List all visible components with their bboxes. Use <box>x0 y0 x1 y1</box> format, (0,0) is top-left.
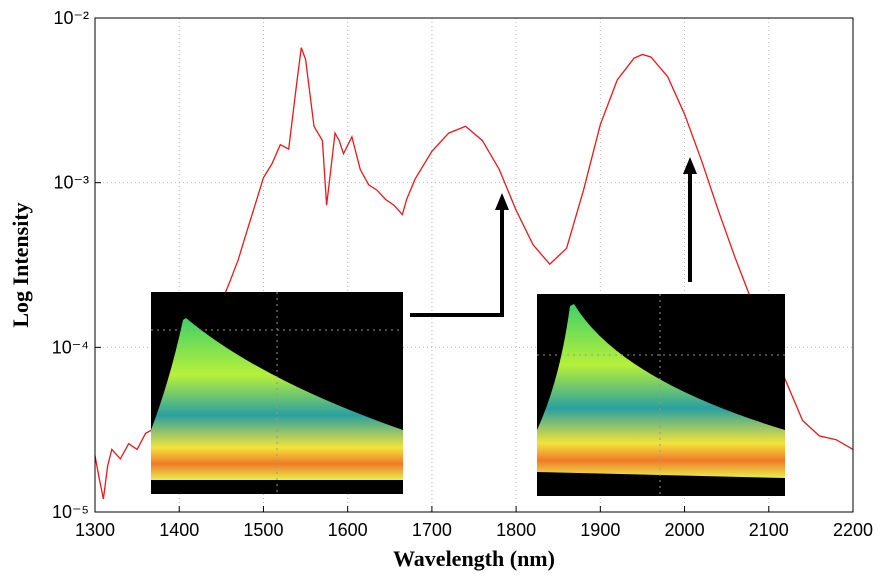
x-tick-label: 2000 <box>665 520 705 540</box>
x-tick-label: 1900 <box>580 520 620 540</box>
plot-frame <box>94 17 854 513</box>
y-tick-label: 10⁻⁴ <box>52 337 89 357</box>
y-tick-label: 10⁻³ <box>53 173 89 193</box>
y-tick-label: 10⁻² <box>53 8 89 28</box>
x-tick-label: 1600 <box>328 520 368 540</box>
x-tick-label: 2200 <box>833 520 873 540</box>
y-tick-label: 10⁻⁵ <box>52 502 89 522</box>
y-axis-label: Log Intensity <box>8 202 33 327</box>
arrows <box>410 157 697 317</box>
x-tick-label: 1300 <box>75 520 115 540</box>
x-tick-label: 1500 <box>243 520 283 540</box>
x-axis-label: Wavelength (nm) <box>393 546 555 571</box>
x-tick-label: 1700 <box>412 520 452 540</box>
inset-left <box>151 292 403 494</box>
x-tick-label: 1800 <box>496 520 536 540</box>
x-tick-label: 2100 <box>749 520 789 540</box>
x-tick-label: 1400 <box>159 520 199 540</box>
inset-right <box>537 294 785 496</box>
